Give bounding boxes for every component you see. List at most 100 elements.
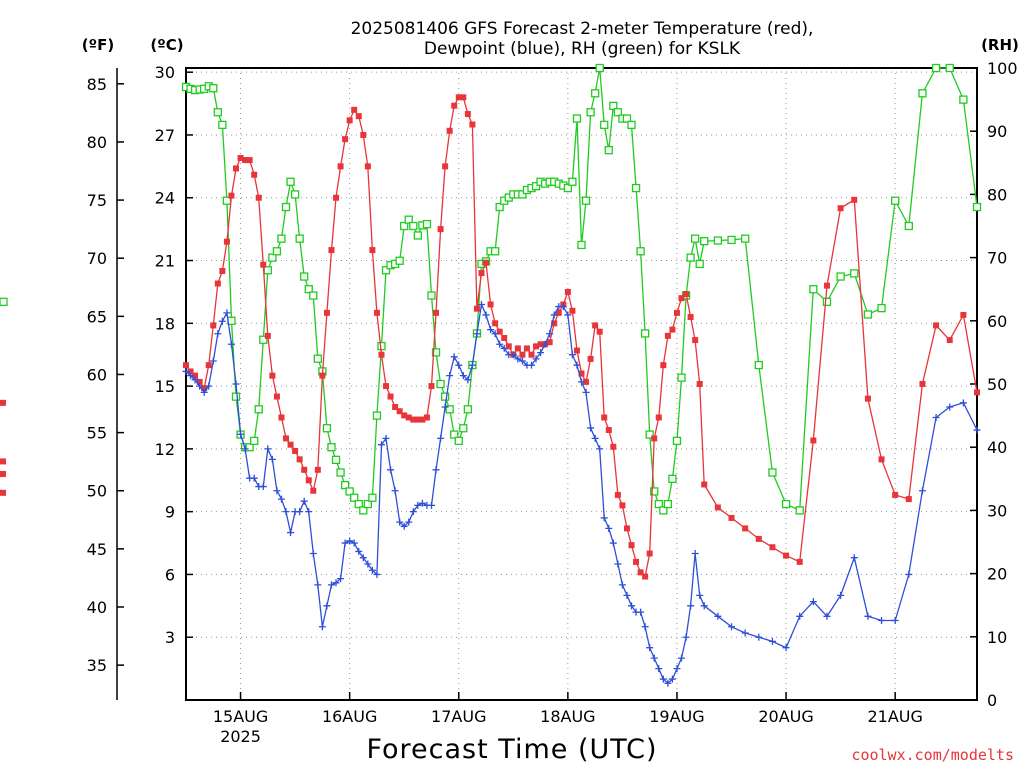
dewpoint-point <box>305 508 313 516</box>
temperature-point <box>823 282 830 289</box>
temperature-point <box>683 291 690 298</box>
dewpoint-point <box>728 623 736 631</box>
dewpoint-point <box>591 434 599 442</box>
temperature-point <box>351 106 358 113</box>
rh-point <box>877 304 886 313</box>
dewpoint-point <box>578 378 585 386</box>
dewpoint-point <box>341 539 349 547</box>
rh-point <box>568 177 577 186</box>
temperature-point <box>414 416 421 423</box>
dewpoint-point <box>468 361 476 369</box>
rh-point <box>741 234 750 243</box>
rh-point <box>327 443 336 452</box>
temperature-point <box>446 127 453 134</box>
temperature-point <box>287 441 294 448</box>
dewpoint-point <box>396 518 404 526</box>
rh-point <box>945 63 954 73</box>
fahrenheit-tick-label: 65 <box>87 307 107 326</box>
rh-point <box>281 202 291 212</box>
temperature-point <box>187 368 194 375</box>
dewpoint-point <box>614 560 622 568</box>
dewpoint-point <box>559 303 567 311</box>
chart-title-line2: Dewpoint (blue), RH (green) for KSLK <box>424 39 741 59</box>
rh-tick-label: 30 <box>987 501 1007 520</box>
temperature-point <box>796 558 803 565</box>
rh-point <box>891 196 900 205</box>
rh-point <box>422 219 432 229</box>
dewpoint-point <box>641 623 649 631</box>
temperature-point <box>473 305 480 312</box>
rh-point <box>409 221 418 231</box>
temperature-point <box>851 196 858 203</box>
dewpoint-point <box>182 367 190 375</box>
temperature-point <box>246 157 253 164</box>
rh-point <box>581 196 591 205</box>
rh-point <box>209 84 218 93</box>
celsius-tick-label: 6 <box>165 565 175 584</box>
rh-point <box>695 259 704 269</box>
rh-tick-label: 100 <box>987 59 1018 78</box>
temperature-point <box>546 339 553 346</box>
rh-point <box>668 474 677 483</box>
dewpoint-point <box>309 550 317 558</box>
temperature-point <box>487 301 494 308</box>
temperature-point <box>251 171 258 178</box>
rh-point <box>654 499 663 509</box>
dewpoint-point <box>682 633 690 641</box>
dewpoint-point <box>678 654 686 662</box>
dewpoint-point <box>664 679 672 687</box>
temperature-point <box>0 399 6 406</box>
temperature-point <box>419 416 426 423</box>
dewpoint-point <box>409 508 417 516</box>
dewpoint-point <box>227 340 235 348</box>
credit-link[interactable]: coolwx.com/modelts <box>851 746 1014 764</box>
temperature-point <box>305 477 312 484</box>
series-dewpoint <box>183 301 981 687</box>
rh-point <box>609 101 618 111</box>
temperature-point <box>219 267 226 274</box>
temperature-point <box>933 322 940 329</box>
dewpoint-point <box>596 445 604 453</box>
rh-point <box>300 272 309 281</box>
x-tick-label: 21AUG <box>867 707 922 726</box>
rh-point <box>604 146 613 155</box>
dewpoint-point <box>268 455 276 463</box>
rh-tick-label: 20 <box>987 565 1007 584</box>
celsius-tick-label: 21 <box>155 252 175 271</box>
dewpoint-point <box>437 434 445 442</box>
temperature-point <box>892 491 899 498</box>
x-tick-label: 16AUG <box>322 707 377 726</box>
temperature-point <box>864 395 871 402</box>
temperature-point <box>687 314 694 321</box>
rh-point <box>836 272 845 281</box>
rh-point <box>463 405 473 414</box>
rh-point <box>336 468 345 477</box>
temperature-point <box>742 525 749 532</box>
rh-tick-label: 90 <box>987 122 1007 141</box>
temperature-point <box>505 343 512 350</box>
dewpoint-point <box>482 311 490 319</box>
grid-lines <box>186 68 977 700</box>
temperature-point <box>614 491 621 498</box>
dewpoint-point <box>355 547 363 555</box>
rh-point <box>959 95 968 104</box>
dewpoint-point <box>532 355 540 363</box>
temperature-point <box>755 535 762 542</box>
temperature-point <box>269 372 276 379</box>
rh-point <box>640 329 650 338</box>
dewpoint-point <box>514 355 522 363</box>
temperature-point <box>455 94 462 101</box>
temperature-point <box>533 343 540 350</box>
dewpoint-point <box>768 637 776 645</box>
rh-point <box>686 253 695 262</box>
temperature-point <box>660 362 667 369</box>
rh-point <box>622 114 632 123</box>
dewpoint-point <box>655 665 663 673</box>
temperature-point <box>205 362 212 369</box>
temperature-point <box>383 383 390 390</box>
dewpoint-point <box>359 554 367 562</box>
dewpoint-point <box>487 326 495 334</box>
dewpoint-point <box>809 598 817 606</box>
dewpoint-point <box>714 612 722 620</box>
temperature-point <box>183 362 189 369</box>
